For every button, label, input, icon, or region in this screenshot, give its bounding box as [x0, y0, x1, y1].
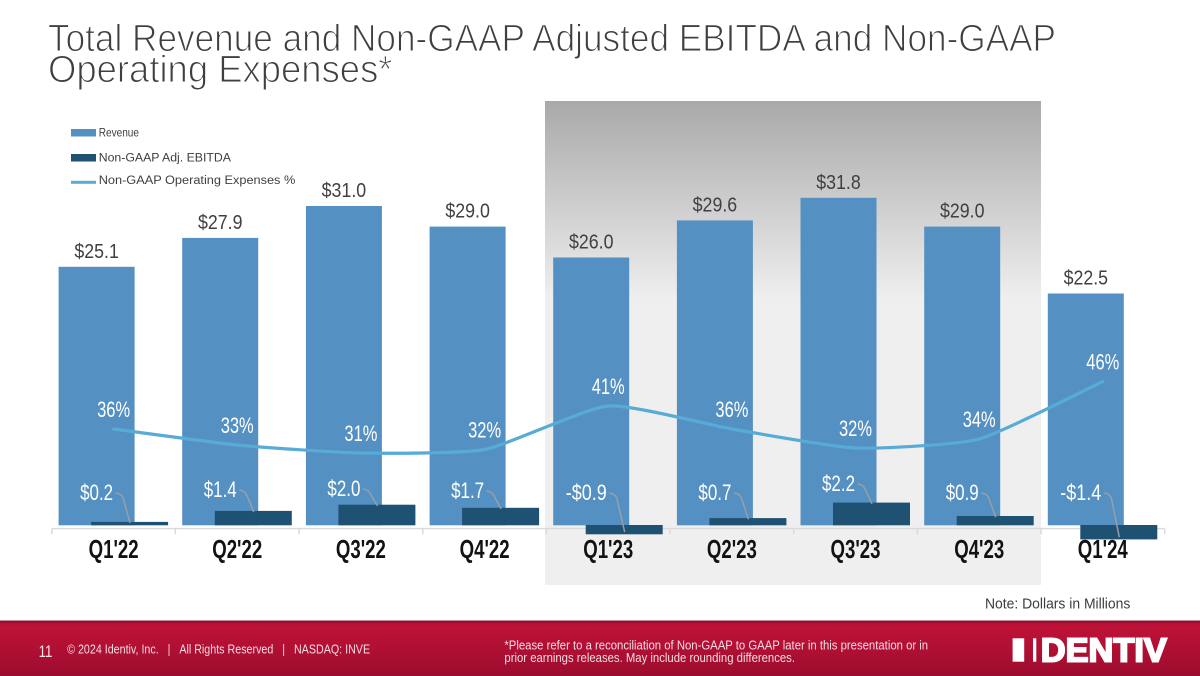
svg-text:Q2'22: Q2'22 — [212, 534, 262, 564]
svg-text:$2.0: $2.0 — [327, 477, 360, 502]
svg-text:$31.0: $31.0 — [322, 179, 367, 202]
svg-text:*Please refer to a reconciliat: *Please refer to a reconciliation of Non… — [504, 638, 928, 653]
svg-text:Q4'23: Q4'23 — [954, 534, 1004, 564]
svg-text:46%: 46% — [1086, 350, 1119, 375]
svg-text:$1.7: $1.7 — [451, 479, 484, 504]
svg-text:Q1'22: Q1'22 — [89, 534, 139, 564]
svg-text:$29.6: $29.6 — [693, 193, 738, 216]
svg-text:-$0.9: -$0.9 — [566, 481, 607, 506]
svg-text:41%: 41% — [592, 375, 625, 400]
svg-text:33%: 33% — [221, 414, 254, 439]
svg-text:$25.1: $25.1 — [74, 239, 119, 262]
svg-text:36%: 36% — [715, 398, 748, 423]
svg-text:Total Revenue and Non-GAAP Adj: Total Revenue and Non-GAAP Adjusted EBIT… — [48, 18, 1056, 60]
svg-text:$31.8: $31.8 — [816, 170, 861, 193]
svg-text:36%: 36% — [97, 398, 130, 423]
svg-text:© 2024 Identiv, Inc. | All: © 2024 Identiv, Inc. | All Rights Reserv… — [67, 641, 370, 657]
svg-text:Note: Dollars in Millions: Note: Dollars in Millions — [985, 594, 1130, 611]
svg-text:Q2'23: Q2'23 — [707, 534, 757, 564]
svg-text:32%: 32% — [839, 417, 872, 442]
svg-text:Operating Expenses*: Operating Expenses* — [48, 49, 393, 91]
svg-text:32%: 32% — [468, 418, 501, 443]
svg-text:-$1.4: -$1.4 — [1060, 481, 1101, 506]
svg-text:31%: 31% — [344, 422, 377, 447]
svg-text:$27.9: $27.9 — [198, 210, 243, 233]
svg-text:$29.0: $29.0 — [940, 199, 985, 222]
svg-text:$0.9: $0.9 — [946, 481, 979, 506]
svg-text:DENTIV: DENTIV — [1041, 632, 1167, 669]
svg-text:11: 11 — [39, 643, 53, 661]
svg-text:prior earnings releases. May i: prior earnings releases. May include rou… — [504, 651, 795, 666]
svg-text:Q4'22: Q4'22 — [460, 534, 510, 564]
svg-text:$26.0: $26.0 — [569, 230, 614, 253]
svg-text:Revenue: Revenue — [99, 127, 139, 140]
svg-text:$0.2: $0.2 — [80, 481, 113, 506]
svg-text:Q3'22: Q3'22 — [336, 534, 386, 564]
svg-text:$22.5: $22.5 — [1064, 266, 1109, 289]
svg-text:Q1'24: Q1'24 — [1078, 534, 1128, 564]
svg-text:$29.0: $29.0 — [445, 199, 490, 222]
svg-text:$2.2: $2.2 — [822, 472, 855, 497]
svg-text:$0.7: $0.7 — [698, 481, 731, 506]
svg-text:Q1'23: Q1'23 — [583, 534, 633, 564]
svg-text:Non-GAAP Adj. EBITDA: Non-GAAP Adj. EBITDA — [99, 152, 232, 165]
svg-text:34%: 34% — [963, 408, 996, 433]
svg-text:Q3'23: Q3'23 — [831, 534, 881, 564]
svg-text:$1.4: $1.4 — [204, 478, 237, 503]
svg-text:Non-GAAP Operating Expenses %: Non-GAAP Operating Expenses % — [99, 174, 296, 187]
